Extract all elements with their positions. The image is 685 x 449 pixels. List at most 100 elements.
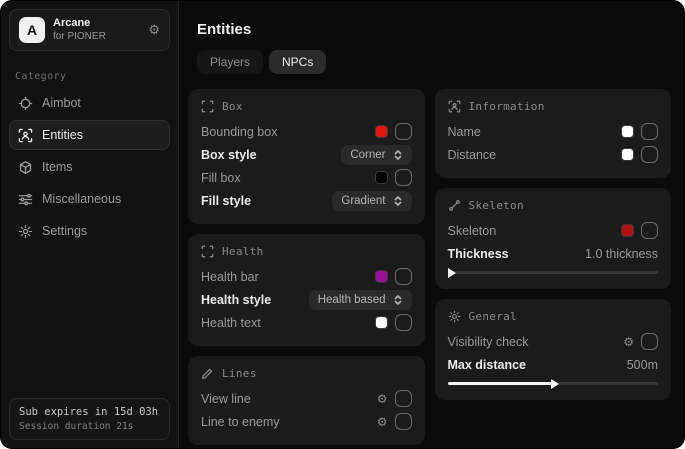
thickness-row: Thickness 1.0 thickness bbox=[448, 242, 659, 265]
row-label: Line to enemy bbox=[201, 414, 280, 429]
gear-icon[interactable]: ⚙ bbox=[376, 391, 388, 406]
sun-icon bbox=[448, 310, 460, 323]
sidebar-item-entities[interactable]: Entities bbox=[9, 120, 170, 150]
subscription-card: Sub expires in 15d 03h Session duration … bbox=[9, 398, 170, 440]
thickness-value: 1.0 thickness bbox=[585, 246, 658, 261]
row-label: Fill box bbox=[201, 170, 241, 185]
sidebar-nav: Aimbot Entities Items Miscellaneous bbox=[1, 88, 178, 246]
session-duration-text: Session duration 21s bbox=[19, 421, 134, 432]
color-swatch[interactable] bbox=[374, 316, 388, 329]
row-label: Visibility check bbox=[447, 334, 529, 349]
bounding-box-checkbox[interactable] bbox=[394, 123, 412, 140]
health-text-checkbox[interactable] bbox=[394, 314, 412, 331]
sidebar-item-miscellaneous[interactable]: Miscellaneous bbox=[9, 184, 170, 214]
tabs: Players NPCs bbox=[197, 50, 671, 74]
sidebar-item-label: Entities bbox=[42, 128, 83, 142]
unfold-icon bbox=[394, 294, 401, 305]
gear-icon[interactable]: ⚙ bbox=[148, 22, 160, 37]
card-title: Skeleton bbox=[468, 199, 524, 212]
color-swatch[interactable] bbox=[374, 171, 388, 184]
page-title: Entities bbox=[197, 21, 252, 38]
unfold-icon bbox=[394, 195, 401, 206]
sub-expiry-text: Sub expires in 15d 03h bbox=[19, 406, 159, 418]
row-label: Health style bbox=[201, 292, 272, 307]
lines-card-header: Lines bbox=[201, 367, 412, 380]
row-label: Health text bbox=[201, 315, 261, 330]
distance-row: Distance bbox=[447, 143, 658, 166]
gear-icon[interactable]: ⚙ bbox=[623, 334, 634, 349]
visibility-check-checkbox[interactable] bbox=[641, 333, 658, 350]
color-swatch[interactable] bbox=[621, 148, 634, 161]
skeleton-checkbox[interactable] bbox=[641, 222, 658, 239]
unfold-icon bbox=[394, 149, 401, 160]
information-card-header: Information bbox=[448, 100, 659, 113]
row-label: Thickness bbox=[447, 246, 509, 261]
row-label: Skeleton bbox=[447, 223, 497, 238]
view-line-row: View line ⚙ bbox=[201, 387, 412, 410]
tab-players[interactable]: Players bbox=[197, 50, 264, 74]
line-to-enemy-checkbox[interactable] bbox=[394, 413, 412, 430]
sliders-icon bbox=[18, 192, 33, 207]
person-scan-icon bbox=[448, 100, 460, 113]
sidebar-item-label: Miscellaneous bbox=[42, 192, 122, 206]
gear-icon bbox=[18, 224, 33, 239]
information-card: Information Name Distance bbox=[434, 89, 671, 178]
color-swatch[interactable] bbox=[374, 125, 388, 138]
view-line-checkbox[interactable] bbox=[394, 390, 412, 407]
fill-style-dropdown[interactable]: Gradient bbox=[332, 190, 412, 211]
health-card-header: Health bbox=[201, 245, 412, 258]
row-label: Name bbox=[447, 124, 481, 139]
box-style-dropdown[interactable]: Corner bbox=[341, 144, 412, 165]
skeleton-card-header: Skeleton bbox=[448, 199, 659, 212]
distance-checkbox[interactable] bbox=[641, 146, 658, 163]
tab-npcs[interactable]: NPCs bbox=[269, 50, 327, 74]
thickness-slider[interactable] bbox=[447, 267, 658, 278]
row-label: Box style bbox=[201, 147, 257, 162]
max-distance-row: Max distance 500m bbox=[448, 353, 659, 376]
color-swatch[interactable] bbox=[621, 224, 634, 237]
slider-thumb[interactable] bbox=[447, 267, 456, 278]
slider-track bbox=[447, 271, 658, 274]
dropdown-value: Gradient bbox=[341, 194, 386, 207]
brand-subtitle: for PIONER bbox=[53, 30, 106, 42]
card-title: Lines bbox=[222, 367, 257, 380]
row-label: Fill style bbox=[201, 193, 252, 208]
max-distance-slider[interactable] bbox=[447, 378, 658, 389]
category-label: Category bbox=[15, 71, 67, 82]
row-label: Health bar bbox=[201, 269, 259, 284]
sidebar-footer: Sub expires in 15d 03h Session duration … bbox=[1, 390, 178, 448]
skeleton-card: Skeleton Skeleton Thickness 1.0 thicknes… bbox=[434, 188, 671, 289]
dropdown-value: Corner bbox=[350, 148, 386, 161]
dropdown-value: Health based bbox=[317, 293, 386, 306]
visibility-check-row: Visibility check ⚙ bbox=[447, 330, 658, 353]
color-swatch[interactable] bbox=[374, 270, 388, 283]
box-style-row: Box style Corner bbox=[201, 143, 412, 166]
sidebar-item-items[interactable]: Items bbox=[9, 152, 170, 182]
name-checkbox[interactable] bbox=[641, 123, 658, 140]
slider-thumb[interactable] bbox=[550, 378, 559, 389]
sidebar-item-settings[interactable]: Settings bbox=[9, 216, 170, 246]
fill-style-row: Fill style Gradient bbox=[201, 189, 412, 212]
health-card: Health Health bar Health style Health ba… bbox=[188, 234, 425, 346]
color-swatch[interactable] bbox=[621, 125, 634, 138]
bone-icon bbox=[448, 200, 460, 211]
corner-brackets-icon bbox=[201, 245, 214, 258]
health-bar-checkbox[interactable] bbox=[394, 268, 412, 285]
max-distance-value: 500m bbox=[626, 357, 658, 372]
card-title: Health bbox=[222, 245, 264, 258]
health-style-dropdown[interactable]: Health based bbox=[308, 289, 412, 310]
cards-grid: Box Bounding box Box style Corner bbox=[188, 89, 671, 445]
fill-box-checkbox[interactable] bbox=[394, 169, 412, 186]
row-label: Distance bbox=[447, 147, 497, 162]
skeleton-row: Skeleton bbox=[447, 219, 658, 242]
brand-logo: A bbox=[19, 17, 45, 43]
main-panel: Entities Players NPCs Box Bounding box bbox=[179, 1, 684, 448]
gear-icon[interactable]: ⚙ bbox=[376, 414, 388, 429]
sidebar-item-aimbot[interactable]: Aimbot bbox=[9, 88, 170, 118]
health-text-row: Health text bbox=[201, 311, 412, 334]
person-scan-icon bbox=[18, 128, 33, 143]
corner-brackets-icon bbox=[201, 100, 214, 113]
health-bar-row: Health bar bbox=[201, 265, 412, 288]
sidebar: A Arcane for PIONER ⚙ Category Aimbot En… bbox=[1, 1, 179, 448]
